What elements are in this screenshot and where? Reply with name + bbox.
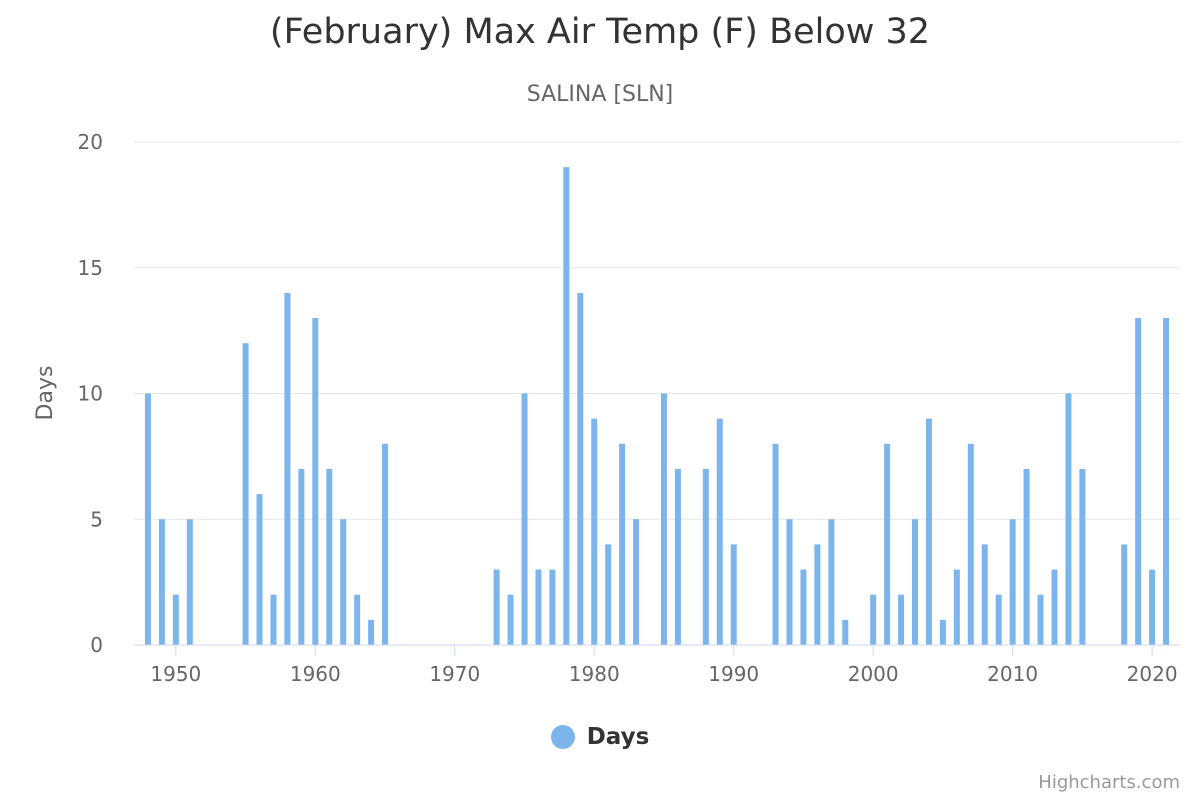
bar-2012[interactable] — [1037, 594, 1044, 645]
bar-1951[interactable] — [186, 519, 193, 645]
bar-2019[interactable] — [1135, 318, 1142, 645]
bar-1974[interactable] — [507, 594, 514, 645]
bar-2010[interactable] — [1009, 519, 1016, 645]
bar-2005[interactable] — [939, 619, 946, 645]
bar-2009[interactable] — [995, 594, 1002, 645]
x-tick-label: 2010 — [987, 662, 1038, 686]
bar-2013[interactable] — [1051, 569, 1058, 645]
bar-1958[interactable] — [284, 292, 291, 645]
bar-1995[interactable] — [800, 569, 807, 645]
bar-1979[interactable] — [577, 292, 584, 645]
bar-1949[interactable] — [158, 519, 165, 645]
legend-label: Days — [586, 724, 650, 750]
bar-1950[interactable] — [172, 594, 179, 645]
bar-2000[interactable] — [870, 594, 877, 645]
bar-1982[interactable] — [619, 443, 626, 645]
gridlines — [134, 141, 1180, 520]
bar-1978[interactable] — [563, 167, 570, 645]
x-tick-label: 1970 — [429, 662, 480, 686]
legend-swatch-icon — [550, 725, 575, 749]
bar-1997[interactable] — [828, 519, 835, 645]
y-axis-title: Days — [33, 366, 58, 421]
bar-1960[interactable] — [312, 318, 319, 645]
legend: Days — [0, 724, 1200, 753]
bar-2006[interactable] — [953, 569, 960, 645]
x-axis-ticks: 1950 1960 1970 1980 1990 2000 2010 2020 — [150, 645, 1178, 686]
bar-2001[interactable] — [884, 443, 891, 645]
bar-1996[interactable] — [814, 544, 821, 645]
y-tick-label: 20 — [78, 130, 103, 154]
bar-2018[interactable] — [1121, 544, 1128, 645]
bar-2014[interactable] — [1065, 393, 1072, 646]
bar-1986[interactable] — [674, 468, 681, 645]
bar-1975[interactable] — [521, 393, 528, 646]
bar-1948[interactable] — [144, 393, 151, 646]
bar-1963[interactable] — [354, 594, 361, 645]
bar-series-days[interactable] — [144, 167, 1170, 646]
bar-1994[interactable] — [786, 519, 793, 645]
bar-2002[interactable] — [898, 594, 905, 645]
y-tick-label: 0 — [90, 633, 103, 657]
bar-2008[interactable] — [981, 544, 988, 645]
bar-1957[interactable] — [270, 594, 277, 645]
bar-1998[interactable] — [842, 619, 849, 645]
y-tick-label: 5 — [90, 507, 103, 531]
bar-1973[interactable] — [493, 569, 500, 645]
bar-2015[interactable] — [1079, 468, 1086, 645]
x-tick-label: 2000 — [848, 662, 899, 686]
x-tick-label: 1950 — [150, 662, 201, 686]
chart-title: (February) Max Air Temp (F) Below 32 — [269, 12, 931, 52]
bar-2020[interactable] — [1149, 569, 1156, 645]
bar-2021[interactable] — [1163, 318, 1170, 645]
x-tick-label: 1990 — [708, 662, 759, 686]
bar-1956[interactable] — [256, 494, 263, 645]
bar-1981[interactable] — [605, 544, 612, 645]
bar-1993[interactable] — [772, 443, 779, 645]
bar-2011[interactable] — [1023, 468, 1030, 645]
bar-1985[interactable] — [660, 393, 667, 646]
bar-1977[interactable] — [549, 569, 556, 645]
bar-1959[interactable] — [298, 468, 305, 645]
x-tick-label: 1980 — [569, 662, 620, 686]
y-axis-ticks: 0 5 10 15 20 — [78, 130, 103, 657]
bar-1964[interactable] — [368, 619, 375, 645]
bar-1989[interactable] — [716, 418, 723, 645]
bar-1965[interactable] — [382, 443, 389, 645]
bar-1961[interactable] — [326, 468, 333, 645]
bar-2003[interactable] — [912, 519, 919, 645]
x-tick-label: 1960 — [290, 662, 341, 686]
credits-link[interactable]: Highcharts.com — [1038, 772, 1180, 793]
bar-1988[interactable] — [702, 468, 709, 645]
chart-subtitle: SALINA [SLN] — [526, 82, 674, 107]
legend-item-days[interactable]: Days — [550, 724, 650, 750]
bar-1983[interactable] — [633, 519, 640, 645]
bar-1980[interactable] — [591, 418, 598, 645]
bar-1990[interactable] — [730, 544, 737, 645]
x-tick-label: 2020 — [1127, 662, 1178, 686]
bar-1955[interactable] — [242, 343, 249, 645]
y-tick-label: 15 — [78, 256, 103, 280]
bar-1976[interactable] — [535, 569, 542, 645]
bar-2004[interactable] — [925, 418, 932, 645]
bar-1962[interactable] — [340, 519, 347, 645]
bar-2007[interactable] — [967, 443, 974, 645]
y-tick-label: 10 — [78, 382, 103, 406]
